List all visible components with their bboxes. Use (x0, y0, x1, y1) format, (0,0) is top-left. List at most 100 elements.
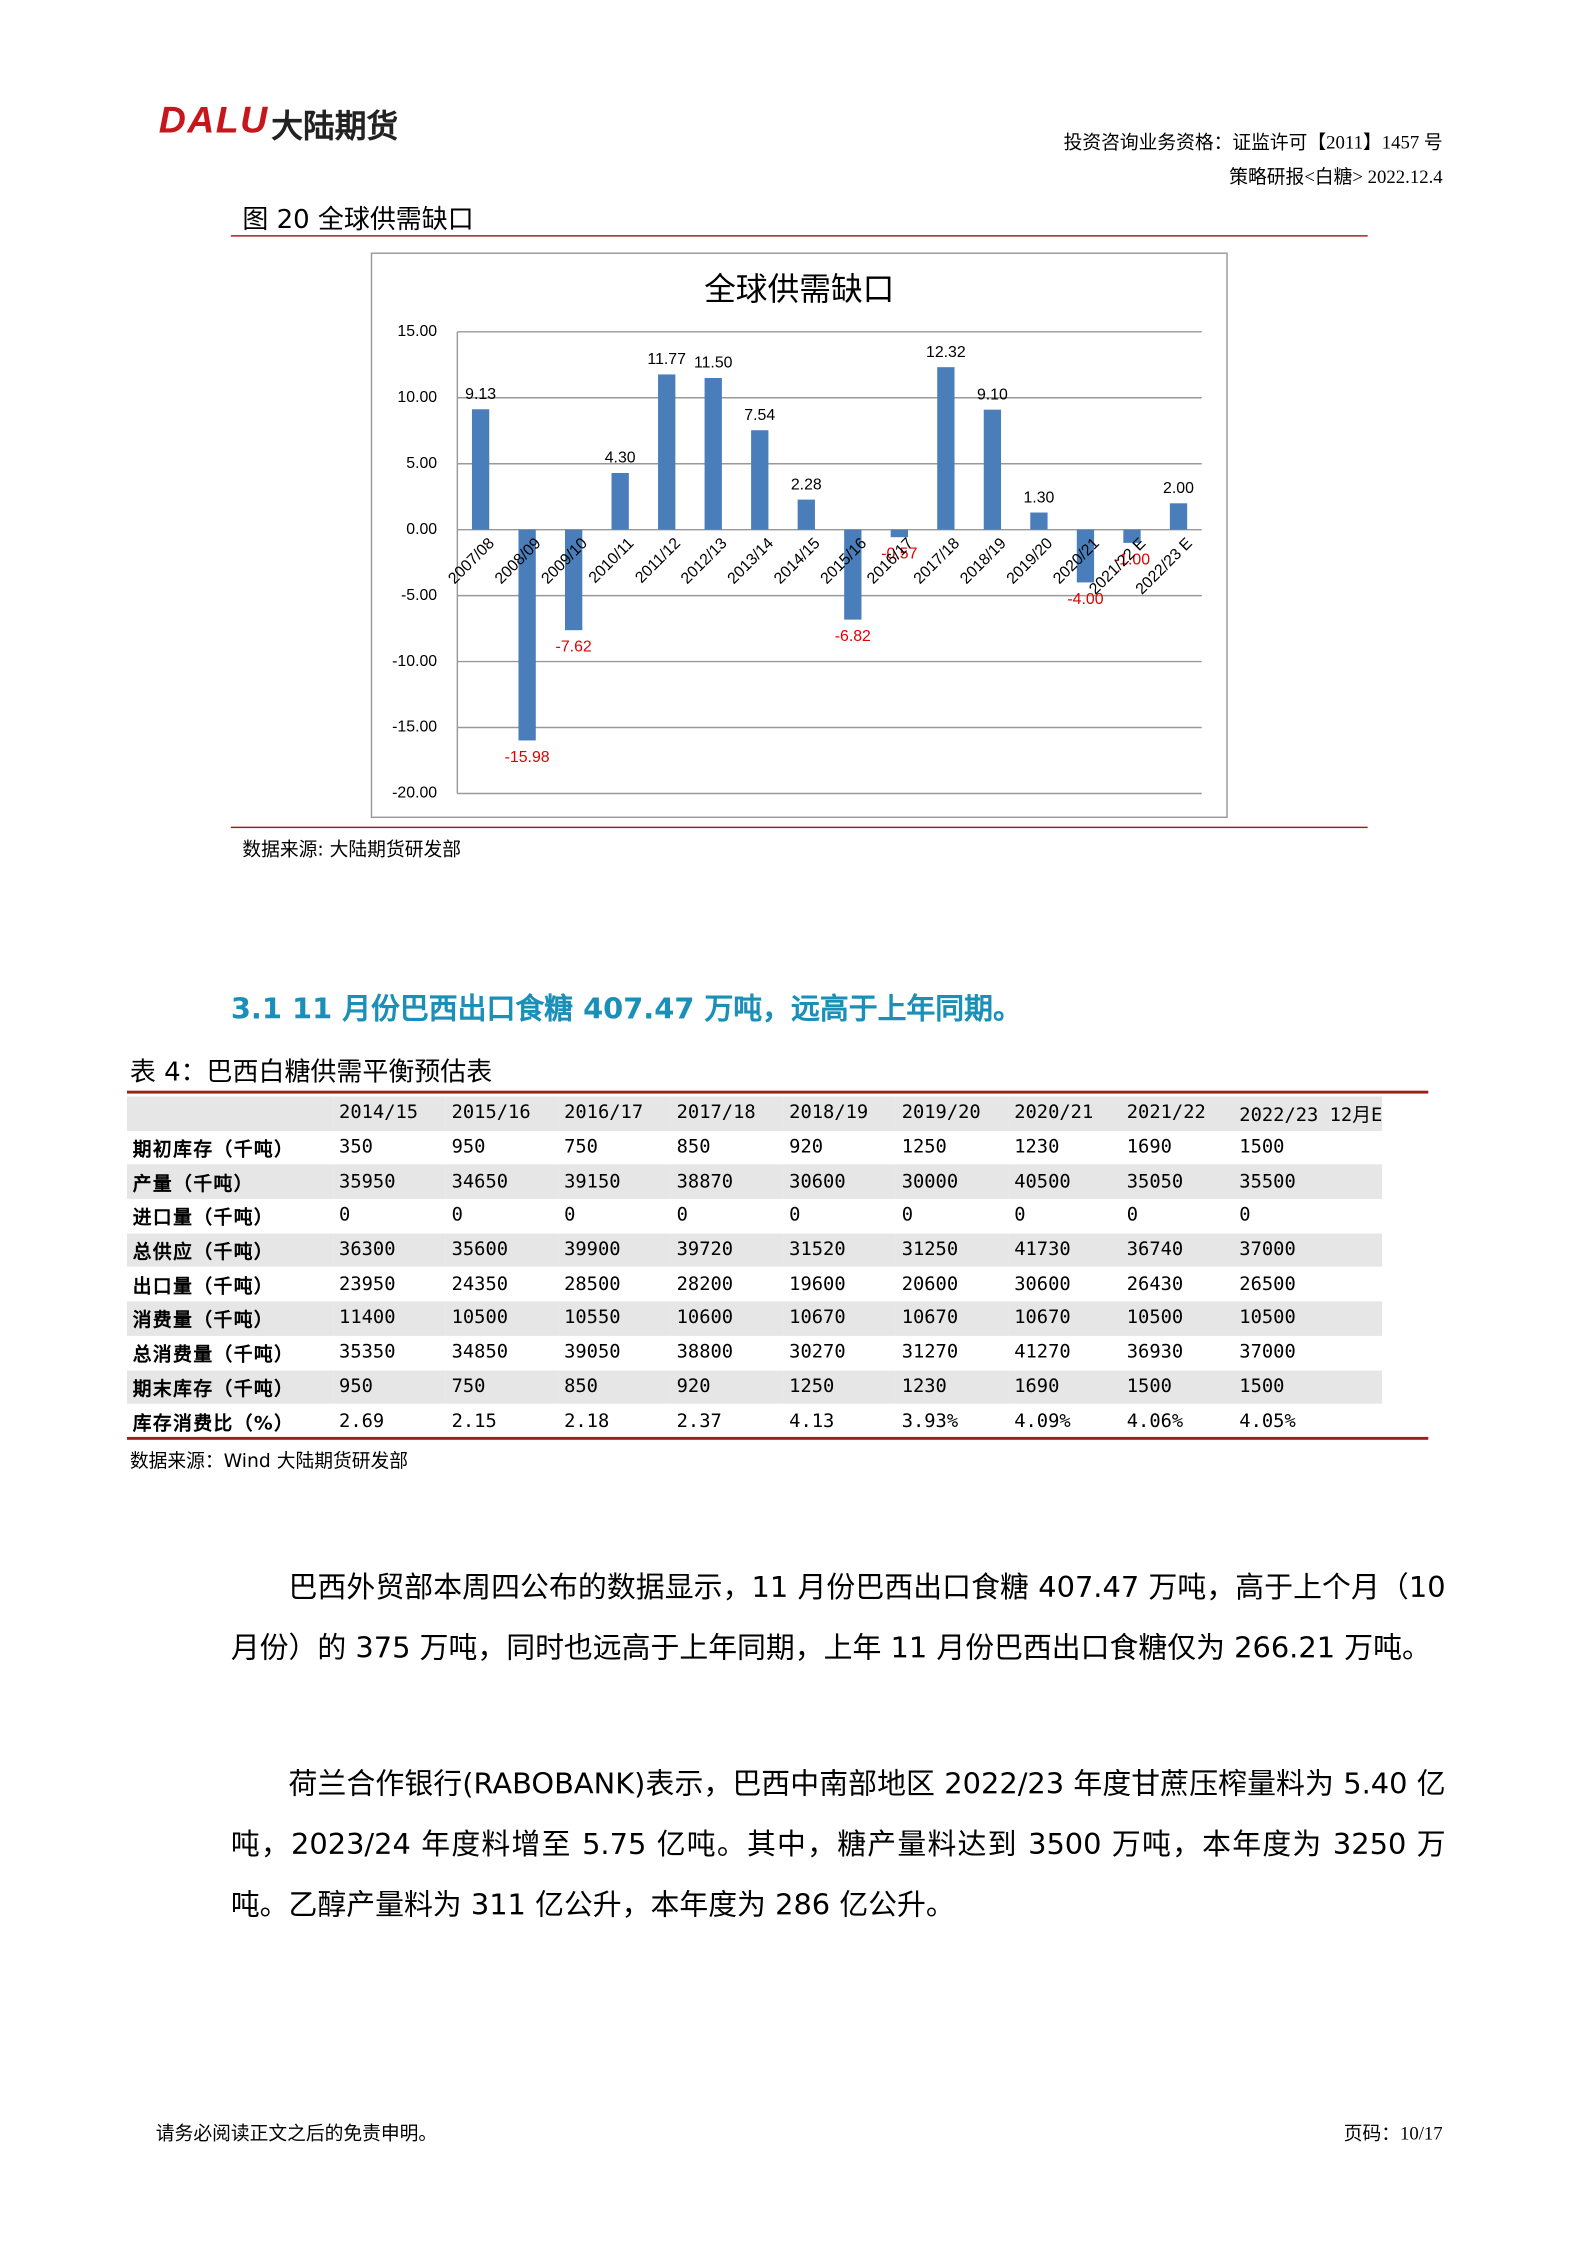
table-caption: 表 4：巴西白糖供需平衡预估表 (129, 1057, 493, 1088)
bar (1076, 529, 1095, 583)
row-label: 总供应（千吨） (126, 1233, 334, 1268)
table-cell: 750 (445, 1369, 559, 1405)
table-cell: 31250 (895, 1233, 1009, 1268)
table-cell: 0 (451, 1205, 463, 1227)
table-row: 2014/15 2015/16 2016/17 2017/18 2018/19 2019/… (126, 1096, 1383, 1131)
table-cell: 30000 (895, 1164, 1009, 1199)
table-cell: 10550 (558, 1301, 671, 1336)
x-tick-label: 2014/15 (771, 535, 824, 588)
row-label: 出口量（千吨） (132, 1276, 275, 1299)
value-label: 11.77 (647, 351, 686, 368)
row-label: 产量（千吨） (126, 1164, 334, 1199)
table-cell: 1690 (1008, 1369, 1121, 1405)
row-label: 库存消费比（%） (132, 1413, 295, 1435)
table-cell: 0 (339, 1205, 351, 1227)
table-cell: 850 (676, 1136, 711, 1159)
table-cell: 10670 (783, 1301, 896, 1336)
table-cell: 36740 (1120, 1233, 1234, 1268)
table-cell: 3.93% (901, 1410, 959, 1432)
table-cell: 1500 (1239, 1136, 1285, 1159)
table-cell: 30270 (789, 1341, 846, 1364)
bar (751, 430, 769, 530)
table-row: 总供应（千吨） 36300 35600 39900 39720 31520 31250 417… (126, 1233, 1383, 1268)
company-name: 大陆期货 (271, 109, 399, 146)
table-cell: 41270 (1014, 1341, 1071, 1364)
value-label: -15.98 (505, 749, 550, 766)
chart-frame: 全球供需缺口 -20.00 -15.00 -10.00 -5.00 0.00 5.00 10… (370, 252, 1228, 819)
table-cell: 2.69 (339, 1410, 385, 1432)
table-cell: 39050 (564, 1341, 621, 1364)
table-cell: 39900 (558, 1233, 671, 1268)
table-cell: 10600 (670, 1301, 784, 1336)
value-label: 7.54 (744, 407, 775, 424)
table-row: 出口量（千吨） 23950 24350 28500 28200 19600 20600 306… (127, 1267, 1382, 1301)
table-cell: 34850 (451, 1341, 509, 1364)
table-cell: 1230 (895, 1369, 1009, 1405)
table-cell: 35050 (1120, 1164, 1234, 1199)
table-cell: 28500 (564, 1273, 621, 1296)
y-tick-label: -5.00 (401, 587, 437, 604)
chart: 全球供需缺口 -20.00 -15.00 -10.00 -5.00 0.00 5.00 10… (392, 271, 1202, 802)
table-cell: 950 (333, 1369, 446, 1405)
table-cell: 38800 (676, 1341, 734, 1364)
table-cell: 35600 (445, 1233, 559, 1268)
table-cell: 950 (451, 1136, 486, 1159)
section-heading: 3.1 11 月份巴西出口食糖 407.47 万吨，远高于上年同期。 (230, 991, 1022, 1026)
table-cell: 2021/22 (1120, 1096, 1234, 1131)
paragraph: 荷兰合作银行(RABOBANK)表示，巴西中南部地区 2022/23 年度甘蔗压… (230, 1765, 1446, 1922)
y-tick-label: -15.00 (392, 719, 437, 736)
row-label: 期末库存（千吨） (126, 1369, 334, 1405)
logo: DALU (158, 98, 269, 142)
table-cell: 750 (564, 1136, 598, 1159)
value-label: -7.62 (556, 639, 592, 656)
table-cell: 30600 (1014, 1273, 1071, 1296)
x-tick-label: 2013/14 (725, 535, 778, 588)
y-tick-label: 5.00 (406, 455, 437, 472)
table-cell: 35500 (1233, 1164, 1383, 1199)
rule (126, 1090, 1429, 1094)
value-label: -4.00 (1067, 591, 1103, 608)
value-label: 2.28 (791, 476, 822, 493)
table-cell: 2.37 (676, 1410, 722, 1432)
rule (230, 826, 1368, 829)
table-cell: 11400 (333, 1301, 446, 1336)
table-cell: 10500 (1120, 1301, 1234, 1336)
table-row: 库存消费比（%） 2.69 2.15 2.18 2.37 4.13 3.93% 4.09% 4.… (127, 1404, 1382, 1438)
table-row: 产量（千吨） 35950 34650 39150 38870 30600 30000 4050… (126, 1164, 1383, 1199)
bar (471, 409, 490, 530)
x-tick-label: 2015/16 (818, 535, 871, 588)
table-cell: 0 (676, 1205, 688, 1227)
table-cell: 10500 (445, 1301, 559, 1336)
x-tick-label: 2018/19 (957, 535, 1010, 588)
paragraph: 巴西外贸部本周四公布的数据显示，11 月份巴西出口食糖 407.47 万吨，高于… (230, 1569, 1446, 1665)
table-cell: 1230 (1014, 1136, 1060, 1159)
table-cell: 4.13 (789, 1410, 835, 1432)
table-cell: 1500 (1233, 1369, 1383, 1405)
figure-source: 数据来源: 大陆期货研发部 (242, 839, 461, 862)
table-cell: 28200 (676, 1273, 734, 1296)
table-cell: 0 (1126, 1205, 1139, 1227)
table-cell: 1690 (1126, 1136, 1172, 1159)
table-cell: 1500 (1120, 1369, 1234, 1405)
table-row: 消费量（千吨） 11400 10500 10550 10600 10670 10670 106… (126, 1301, 1383, 1336)
table-cell: 38870 (670, 1164, 784, 1199)
table-cell: 31520 (783, 1233, 896, 1268)
table-cell: 30600 (783, 1164, 896, 1199)
y-tick-label: -20.00 (392, 785, 437, 802)
table-cell: 20600 (901, 1273, 959, 1296)
bar (611, 472, 629, 530)
row-label (126, 1096, 334, 1131)
table-cell: 35950 (333, 1164, 446, 1199)
page-number: 页码：10/17 (1343, 2122, 1443, 2144)
table-cell: 34650 (445, 1164, 559, 1199)
table-cell: 39150 (558, 1164, 671, 1199)
table-cell: 2018/19 (783, 1096, 896, 1131)
table-cell: 2017/18 (670, 1096, 784, 1131)
table-cell: 10670 (895, 1301, 1009, 1336)
x-tick-label: 2009/10 (538, 535, 591, 588)
bar (518, 529, 536, 741)
bar (564, 529, 583, 631)
y-tick-label: 0.00 (406, 521, 437, 538)
table-cell: 23950 (339, 1273, 396, 1296)
table-cell: 2019/20 (895, 1096, 1009, 1131)
